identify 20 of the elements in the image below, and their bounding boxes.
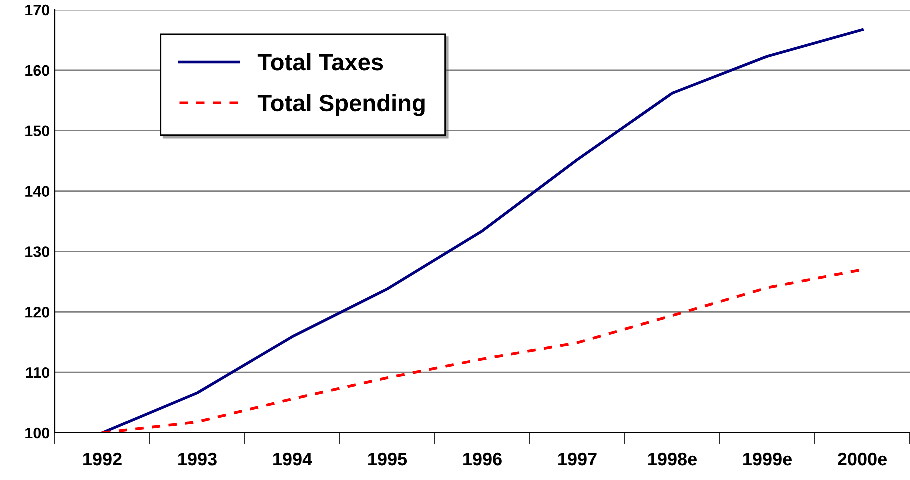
y-tick-label: 120 (26, 307, 50, 318)
y-tick-label: 110 (26, 367, 50, 378)
x-tick-label: 1996 (464, 452, 502, 466)
y-tick-label: 160 (26, 65, 50, 76)
x-tick-label: 1998e (648, 452, 697, 466)
x-tick-label: 1997 (558, 452, 597, 466)
x-tick-label: 1999e (744, 452, 792, 466)
x-tick-label: 2000e (838, 452, 887, 466)
x-tick-label: 1993 (178, 452, 217, 466)
x-tick-label: 1995 (368, 452, 408, 466)
y-tick-label: 140 (26, 186, 50, 197)
legend-label: Total Spending (258, 94, 425, 116)
legend-label: Total Taxes (258, 53, 384, 71)
x-tick-label: 1994 (274, 452, 312, 466)
line-series (101, 28, 864, 433)
y-tick-label: 100 (26, 428, 50, 439)
y-tick-label: 150 (26, 126, 50, 137)
x-tick-label: 1992 (84, 452, 122, 466)
y-tick-label: 130 (26, 246, 50, 258)
y-tick-label: 170 (26, 4, 50, 16)
